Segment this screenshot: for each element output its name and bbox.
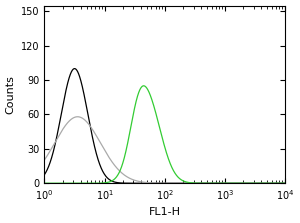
X-axis label: FL1-H: FL1-H — [149, 207, 181, 217]
Y-axis label: Counts: Counts — [6, 75, 16, 114]
